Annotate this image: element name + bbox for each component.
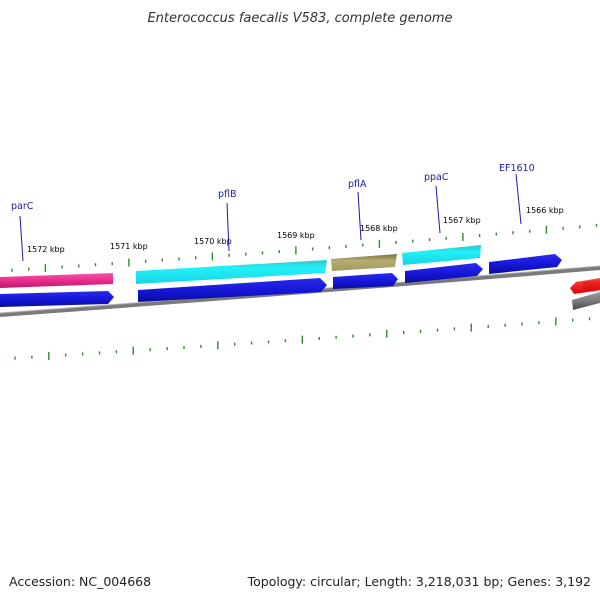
kbp-tick-marks-lower (14, 317, 591, 360)
cds-arrow-4 (405, 263, 483, 283)
genome-backbone-right-segment (572, 292, 600, 310)
gene-label-line-ef1610 (515, 173, 522, 225)
gene-ppaC (402, 245, 481, 265)
gene-pflA (331, 254, 397, 271)
kbp-tick-marks-upper (11, 223, 598, 273)
accession-text: Accession: NC_004668 (9, 574, 151, 589)
cds-arrow-1 (0, 291, 114, 307)
cds-arrow-2 (138, 278, 327, 302)
gene-label-pflA[interactable]: pflA (348, 179, 367, 190)
gene-parC (0, 273, 113, 288)
cds-arrow-3 (333, 273, 398, 289)
gene-label-parC[interactable]: parC (11, 201, 34, 212)
topology-text: Topology: circular; Length: 3,218,031 bp… (247, 574, 591, 589)
kbp-label-1567: 1567 kbp (443, 216, 481, 225)
gene-label-ppaC[interactable]: ppaC (424, 172, 449, 183)
kbp-label-1571: 1571 kbp (110, 242, 148, 251)
gene-label-line-ppaC (435, 185, 441, 234)
kbp-label-1566: 1566 kbp (526, 206, 564, 215)
gene-label-pflB[interactable]: pflB (218, 189, 237, 200)
gene-partial-red (570, 278, 600, 294)
gene-label-line-parC (19, 215, 24, 262)
kbp-label-1568: 1568 kbp (360, 224, 398, 233)
gene-partial-red-shade (583, 280, 600, 293)
genome-title: Enterococcus faecalis V583, complete gen… (147, 11, 452, 26)
gene-pflB (136, 260, 327, 284)
kbp-label-1569: 1569 kbp (277, 231, 315, 240)
gene-label-ef1610[interactable]: EF1610 (499, 163, 535, 174)
kbp-label-1570: 1570 kbp (194, 237, 232, 246)
gene-label-line-pflB (226, 202, 230, 252)
gene-label-line-pflA (357, 191, 362, 241)
kbp-label-1572: 1572 kbp (27, 245, 65, 254)
cds-arrow-ef1610 (489, 254, 562, 274)
